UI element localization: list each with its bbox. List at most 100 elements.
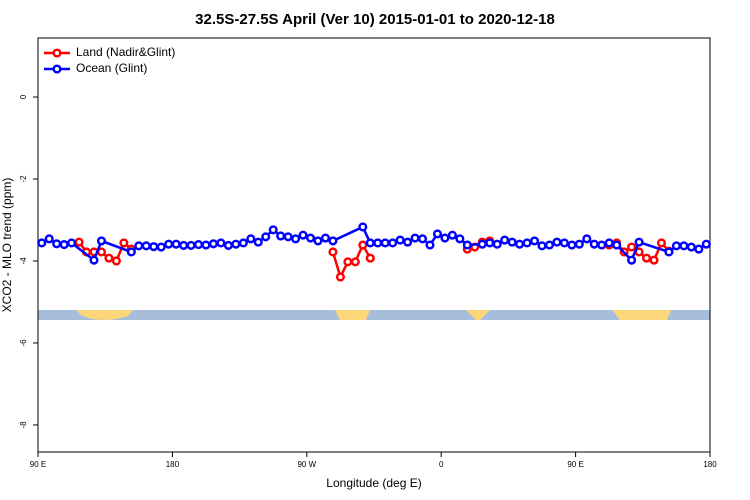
y-tick-label: 0 <box>19 94 28 99</box>
data-point <box>388 238 398 248</box>
data-point <box>552 237 562 247</box>
data-point <box>485 238 495 248</box>
data-point <box>679 241 689 251</box>
data-point <box>447 230 457 240</box>
data-point <box>59 240 69 250</box>
data-point <box>529 236 540 246</box>
data-point <box>208 239 219 249</box>
data-point <box>350 257 360 267</box>
data-point <box>358 222 368 232</box>
data-point <box>328 247 338 257</box>
data-point <box>335 272 345 282</box>
data-point <box>67 238 77 248</box>
data-point <box>567 240 577 250</box>
land-ocean-strip <box>38 310 710 320</box>
data-point <box>298 230 308 240</box>
x-tick-label: 180 <box>703 460 717 469</box>
data-point <box>283 232 293 242</box>
x-axis-label: Longitude (deg E) <box>326 476 421 490</box>
data-point <box>627 255 637 265</box>
y-tick-label: -2 <box>19 175 28 183</box>
data-point <box>96 236 107 246</box>
legend-label: Land (Nadir&Glint) <box>76 45 175 59</box>
data-point <box>246 234 256 244</box>
legend-marker <box>52 48 62 58</box>
data-point <box>664 247 674 257</box>
data-point <box>291 234 301 244</box>
data-point <box>268 225 278 235</box>
data-point <box>156 242 166 252</box>
data-point <box>686 242 696 252</box>
data-point <box>52 239 62 249</box>
data-point <box>462 240 472 250</box>
data-point <box>604 238 614 248</box>
x-tick-label: 90 E <box>567 460 583 469</box>
data-point <box>238 238 248 248</box>
data-point <box>395 235 405 245</box>
data-point <box>634 237 644 247</box>
data-point <box>694 244 704 254</box>
data-point <box>432 229 443 239</box>
data-point <box>134 241 144 251</box>
data-point <box>477 239 487 249</box>
data-point <box>328 236 338 246</box>
data-point <box>313 236 323 246</box>
data-point <box>671 241 681 251</box>
data-point <box>186 240 196 250</box>
data-point <box>261 232 271 242</box>
data-point <box>500 235 510 245</box>
data-point <box>574 239 584 249</box>
data-point <box>74 237 84 247</box>
data-point <box>507 237 517 247</box>
data-point <box>126 247 136 257</box>
data-point <box>365 238 375 248</box>
data-point <box>455 234 465 244</box>
data-point <box>179 240 189 250</box>
data-point <box>231 239 241 249</box>
y-tick-label: -8 <box>19 421 28 429</box>
chart-title: 32.5S-27.5S April (Ver 10) 2015-01-01 to… <box>195 11 555 28</box>
data-point <box>582 234 592 244</box>
data-point <box>492 239 502 249</box>
data-point <box>597 240 607 250</box>
data-point <box>544 240 555 250</box>
x-tick-label: 90 W <box>297 460 316 469</box>
data-point <box>410 233 420 243</box>
data-point <box>559 238 569 248</box>
data-point <box>612 240 622 250</box>
data-point <box>403 237 413 247</box>
data-point <box>649 255 659 265</box>
data-point <box>656 238 667 248</box>
data-point <box>365 253 375 263</box>
data-point <box>305 233 316 243</box>
data-point <box>223 240 233 250</box>
data-point <box>164 239 174 249</box>
data-point <box>276 231 286 241</box>
data-point <box>149 242 159 252</box>
data-point <box>320 233 331 243</box>
data-point <box>522 238 532 248</box>
data-point <box>343 257 353 267</box>
data-point <box>440 233 450 243</box>
data-point <box>193 240 204 250</box>
data-point <box>537 241 547 251</box>
data-point <box>380 238 390 248</box>
data-point <box>253 237 263 247</box>
data-point <box>119 238 129 248</box>
data-point <box>417 234 428 244</box>
y-tick-label: -4 <box>19 257 28 265</box>
x-tick-label: 180 <box>166 460 180 469</box>
data-point <box>44 234 54 244</box>
data-point <box>627 242 637 252</box>
data-point <box>37 238 47 248</box>
data-point <box>701 239 711 249</box>
data-point <box>216 238 226 248</box>
y-axis-label: XCO2 - MLO trend (ppm) <box>0 178 14 313</box>
data-point <box>641 253 652 263</box>
y-tick-label: -6 <box>19 339 28 347</box>
data-point <box>589 239 599 249</box>
data-point <box>358 240 368 250</box>
x-tick-label: 0 <box>439 460 444 469</box>
data-point <box>373 238 383 248</box>
